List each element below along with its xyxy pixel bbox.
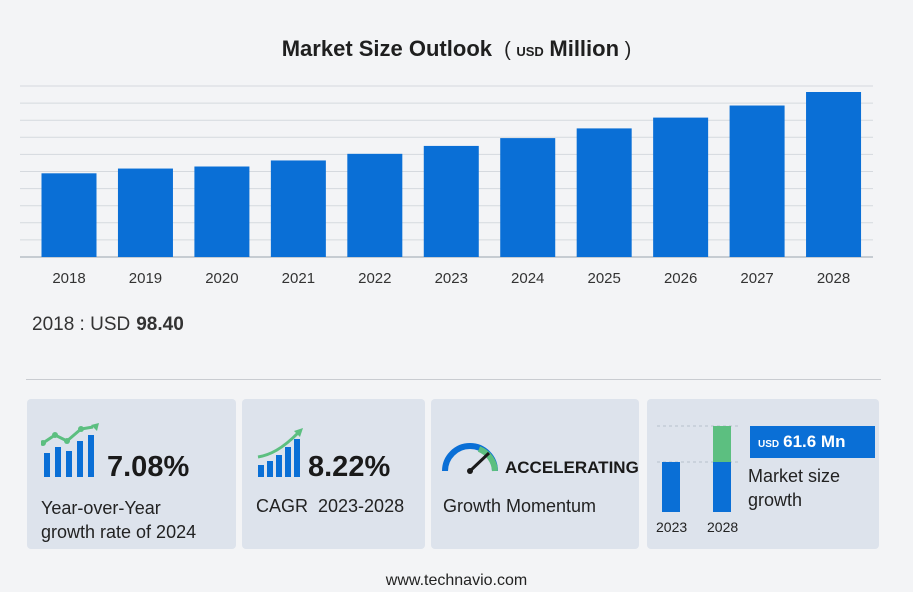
x-tick-2021: 2021 (282, 270, 315, 287)
bar-2027 (729, 105, 785, 257)
bar-2020 (194, 166, 250, 257)
bar-2021 (270, 160, 326, 257)
bar-2025 (576, 128, 632, 257)
speedometer-icon (442, 443, 498, 474)
footer-url: www.technavio.com (385, 572, 528, 589)
bar-2028 (806, 92, 862, 257)
growth-badge-value: 61.6 Mn (783, 432, 846, 451)
bar-2026 (653, 117, 709, 257)
cagr-caption: CAGR 2023-2028 (256, 496, 405, 516)
chart-title-main: Market Size Outlook (281, 36, 492, 61)
x-tick-2022: 2022 (358, 270, 391, 287)
x-tick-2023: 2023 (435, 270, 468, 287)
unit-scale: Million (549, 36, 620, 61)
bar-2024 (500, 138, 556, 257)
x-tick-2027: 2027 (740, 270, 773, 287)
bar-chart: 2018 2019 2020 2021 2022 2023 2024 2025 2026 2027… (20, 85, 873, 287)
x-tick-2028: 2028 (817, 270, 850, 287)
unit-currency: USD (516, 44, 544, 59)
growth-chart-icon (41, 423, 99, 477)
unit-open-paren: ( (504, 39, 511, 61)
cagr-value: 8.22% (308, 451, 391, 483)
growth-badge: USD 61.6 Mn (750, 426, 875, 458)
momentum-card: ACCELERATING Growth Momentum (431, 399, 639, 549)
x-tick-2018: 2018 (52, 270, 85, 287)
x-tick-2024: 2024 (511, 270, 544, 287)
yoy-caption-line1: Year-over-Year (41, 498, 161, 518)
growth-card (647, 399, 879, 549)
momentum-caption: Growth Momentum (443, 496, 597, 516)
base-year-value: 2018 : USD 98.40 (32, 314, 184, 336)
growth-caption-line1: Market size (748, 466, 841, 486)
growth-badge-currency: USD (758, 439, 780, 450)
base-year-label: 2018 : USD (32, 314, 131, 335)
mini-bar-2023 (662, 462, 680, 512)
x-tick-2025: 2025 (587, 270, 620, 287)
divider (26, 379, 881, 380)
yoy-caption-line2: growth rate of 2024 (41, 522, 197, 542)
x-tick-2020: 2020 (205, 270, 238, 287)
mini-bar-2028-base (713, 462, 731, 512)
yoy-card: 7.08% Year-over-Year growth rate of 2024 (27, 399, 236, 549)
x-tick-2026: 2026 (664, 270, 697, 287)
mini-year-end: 2028 (707, 519, 739, 535)
x-tick-2019: 2019 (129, 270, 162, 287)
yoy-caption: Year-over-Year growth rate of 2024 (41, 496, 196, 544)
chart-title: Market Size Outlook ( USD Million ) (0, 36, 913, 62)
mini-bar-2028-growth (713, 426, 731, 462)
rising-bars-icon (257, 428, 303, 477)
cagr-card: 8.22% CAGR 2023-2028 (242, 399, 425, 549)
base-year-number: 98.40 (136, 314, 184, 335)
mini-year-start: 2023 (656, 519, 688, 535)
yoy-value: 7.08% (107, 451, 190, 483)
bar-2023 (423, 145, 479, 257)
growth-caption-line2: growth (748, 490, 803, 510)
unit-close-paren: ) (624, 39, 632, 61)
bar-2022 (347, 153, 403, 257)
momentum-value: ACCELERATING (505, 458, 639, 477)
growth-caption: Market size growth (748, 464, 840, 512)
bar-2019 (117, 168, 173, 257)
mini-growth-chart (657, 425, 739, 512)
chart-title-unit: ( USD Million ) (504, 36, 632, 61)
bar-2018 (41, 173, 97, 257)
